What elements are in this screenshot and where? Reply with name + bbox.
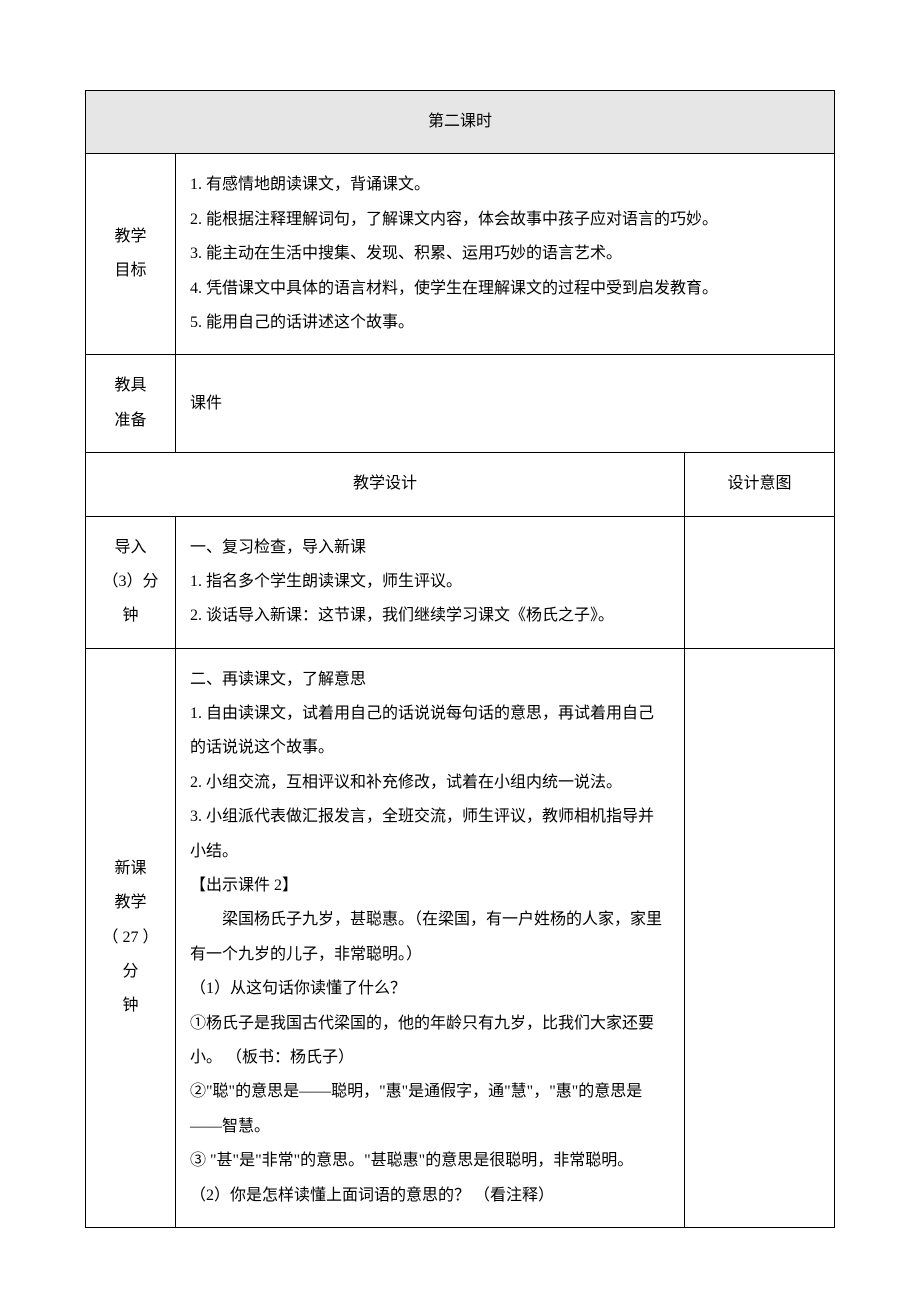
goals-label-text: 教学 目标 <box>114 228 146 279</box>
main-line: ②"聪"的意思是——聪明，"惠"是通假字，通"慧"，"惠"的意思是——智慧。 <box>190 1075 670 1144</box>
main-line: ①杨氏子是我国古代梁国的，他的年龄只有九岁，比我们大家还要小。 （板书：杨氏子） <box>190 1007 670 1076</box>
design-header-right: 设计意图 <box>684 453 834 516</box>
table-row: 教学设计 设计意图 <box>86 453 835 516</box>
main-design-intent <box>684 648 834 1227</box>
intro-design-intent <box>684 516 834 648</box>
goal-item: 5. 能用自己的话讲述这个故事。 <box>190 306 820 340</box>
intro-line: 1. 指名多个学生朗读课文，师生评议。 <box>190 565 670 599</box>
intro-content: 一、复习检查，导入新课 1. 指名多个学生朗读课文，师生评议。 2. 谈话导入新… <box>176 516 685 648</box>
goals-content: 1. 有感情地朗读课文，背诵课文。 2. 能根据注释理解词句，了解课文内容，体会… <box>176 154 835 355</box>
main-label-text: 新课 教学 （ 27 ）分 钟 <box>102 860 158 1015</box>
main-label: 新课 教学 （ 27 ）分 钟 <box>86 648 176 1227</box>
page: 第二课时 教学 目标 1. 有感情地朗读课文，背诵课文。 2. 能根据注释理解词… <box>0 0 920 1303</box>
main-line: ③ "甚"是"非常"的意思。"甚聪惠"的意思是很聪明，非常聪明。 <box>190 1144 670 1178</box>
tools-value: 课件 <box>190 395 222 412</box>
goal-item: 4. 凭借课文中具体的语言材料，使学生在理解课文的过程中受到启发教育。 <box>190 272 820 306</box>
intro-line: 2. 谈话导入新课：这节课，我们继续学习课文《杨氏之子》。 <box>190 599 670 633</box>
goal-item: 3. 能主动在生活中搜集、发现、积累、运用巧妙的语言艺术。 <box>190 237 820 271</box>
table-row: 第二课时 <box>86 91 835 154</box>
table-row: 教学 目标 1. 有感情地朗读课文，背诵课文。 2. 能根据注释理解词句，了解课… <box>86 154 835 355</box>
goal-item: 1. 有感情地朗读课文，背诵课文。 <box>190 168 820 202</box>
goal-item: 2. 能根据注释理解词句，了解课文内容，体会故事中孩子应对语言的巧妙。 <box>190 203 820 237</box>
main-line: 2. 小组交流，互相评议和补充修改，试着在小组内统一说法。 <box>190 766 670 800</box>
table-row: 教具 准备 课件 <box>86 355 835 453</box>
main-content: 二、再读课文，了解意思 1. 自由读课文，试着用自己的话说说每句话的意思，再试着… <box>176 648 685 1227</box>
main-line: 3. 小组派代表做汇报发言，全班交流，师生评议，教师相机指导并小结。 <box>190 800 670 869</box>
table-row: 导入 （3）分钟 一、复习检查，导入新课 1. 指名多个学生朗读课文，师生评议。… <box>86 516 835 648</box>
tools-content: 课件 <box>176 355 835 453</box>
main-line: 梁国杨氏子九岁，甚聪惠。（在梁国，有一户姓杨的人家，家里有一个九岁的儿子，非常聪… <box>190 903 670 972</box>
lesson-title: 第二课时 <box>86 91 835 154</box>
goals-label: 教学 目标 <box>86 154 176 355</box>
main-line: 二、再读课文，了解意思 <box>190 663 670 697</box>
main-line: （2）你是怎样读懂上面词语的意思的？ （看注释） <box>190 1179 670 1213</box>
main-line: 1. 自由读课文，试着用自己的话说说每句话的意思，再试着用自己的话说说这个故事。 <box>190 697 670 766</box>
design-header-left: 教学设计 <box>86 453 685 516</box>
lesson-plan-table: 第二课时 教学 目标 1. 有感情地朗读课文，背诵课文。 2. 能根据注释理解词… <box>85 90 835 1228</box>
intro-line: 一、复习检查，导入新课 <box>190 531 670 565</box>
main-line: （1）从这句话你读懂了什么？ <box>190 972 670 1006</box>
intro-label-text: 导入 （3）分钟 <box>102 539 158 625</box>
intro-label: 导入 （3）分钟 <box>86 516 176 648</box>
tools-label: 教具 准备 <box>86 355 176 453</box>
tools-label-text: 教具 准备 <box>114 377 146 428</box>
table-row: 新课 教学 （ 27 ）分 钟 二、再读课文，了解意思 1. 自由读课文，试着用… <box>86 648 835 1227</box>
main-line: 【出示课件 2】 <box>190 869 670 903</box>
